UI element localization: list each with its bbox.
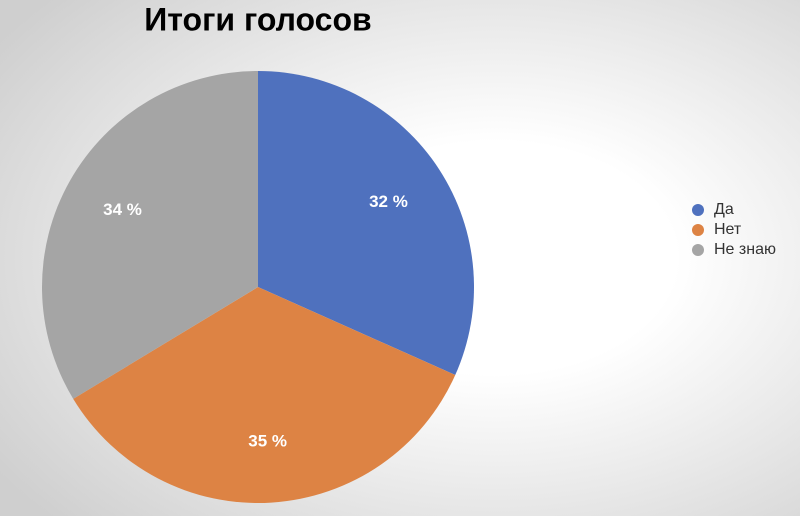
legend-marker (692, 244, 704, 256)
pie-slice (258, 71, 475, 376)
pie-slice (73, 287, 456, 504)
legend-label: Не знаю (714, 241, 776, 258)
chart-title: Итоги голосов (144, 1, 371, 37)
value-label: 32 % (369, 192, 408, 211)
value-label: 34 % (103, 200, 142, 219)
legend-marker (692, 204, 704, 216)
value-label: 35 % (248, 432, 287, 451)
legend-label: Нет (714, 221, 742, 238)
pie-slice (41, 71, 258, 399)
legend-label: Да (714, 201, 734, 218)
legend-marker (692, 224, 704, 236)
